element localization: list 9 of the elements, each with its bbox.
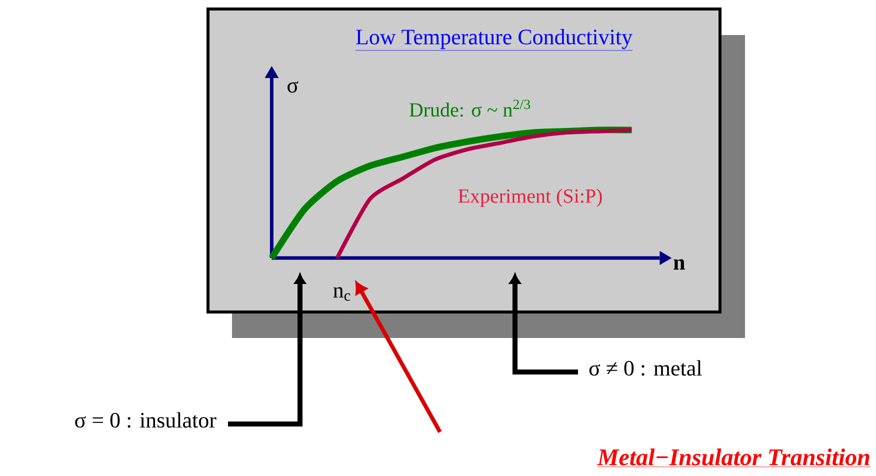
x-axis-title: n — [674, 259, 685, 270]
text: σ ≠ 0 : metal — [589, 360, 702, 376]
series-label: Experiment (Si:P) — [458, 188, 602, 207]
text: n$_{c}$ — [333, 287, 350, 301]
y-axis-title: σ — [288, 81, 298, 93]
chart-title: Low Temperature Conductivity — [356, 28, 632, 49]
series-label: Drude: σ ~ n$^{2/3}$ — [410, 100, 530, 117]
text: Metal−Insulator Transition — [597, 448, 870, 466]
text: σ = 0 : insulator — [75, 412, 216, 428]
